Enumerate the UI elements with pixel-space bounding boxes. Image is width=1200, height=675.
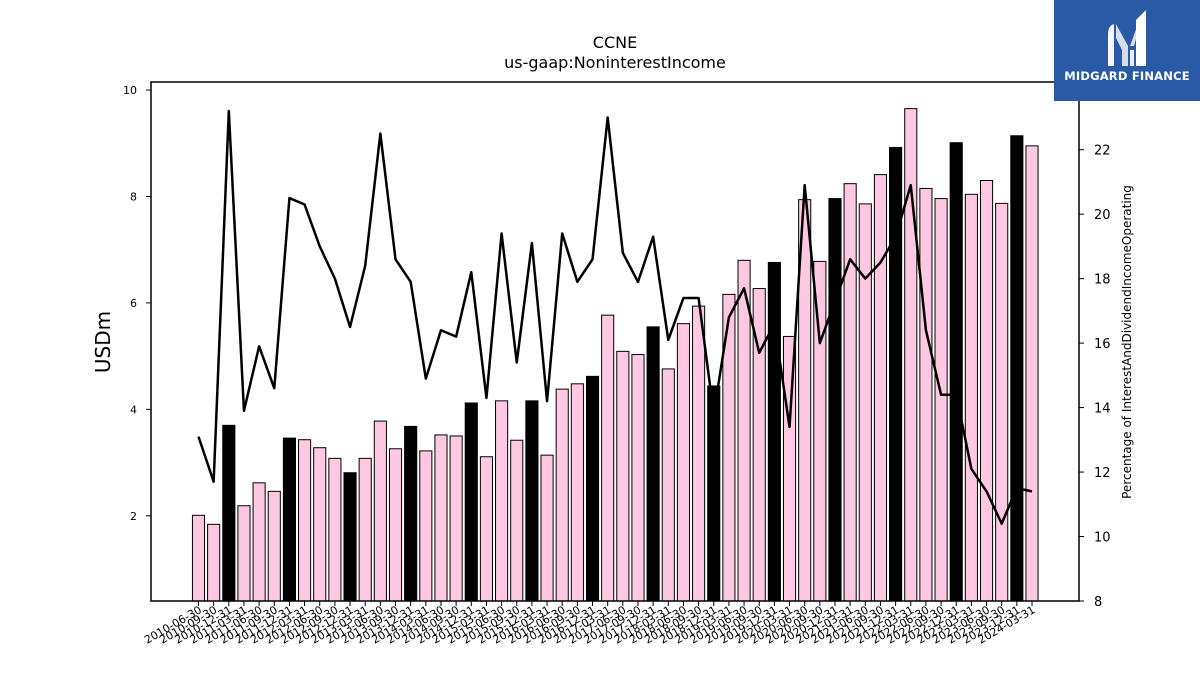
bar (510, 439, 524, 602)
bar (767, 261, 781, 602)
bar (373, 420, 387, 602)
y-axis-label: USDm (91, 311, 115, 373)
plot-frame (150, 81, 1080, 602)
bar (919, 187, 933, 602)
bar (843, 183, 857, 602)
bar (207, 523, 221, 602)
bar (631, 354, 645, 602)
bar (995, 202, 1009, 602)
bar (282, 437, 296, 602)
bar (252, 482, 266, 602)
bar (191, 514, 206, 602)
bar (979, 179, 994, 602)
bar (419, 450, 433, 602)
bar (404, 425, 418, 602)
bar (388, 448, 403, 602)
bar (328, 457, 342, 602)
bar (479, 456, 493, 602)
y2-tick-label: 16 (1094, 337, 1111, 352)
y2-tick-label: 22 (1094, 144, 1111, 159)
bar (343, 472, 357, 602)
bar (692, 305, 706, 602)
bar (873, 174, 888, 602)
chart-title: CCNE (593, 33, 637, 52)
y-tick-label: 10 (123, 84, 137, 97)
bar (964, 193, 978, 602)
y-tick-label: 2 (130, 510, 137, 523)
y-tick-label: 6 (130, 297, 137, 310)
bar (601, 314, 615, 602)
bar (889, 146, 903, 602)
bar (222, 424, 236, 602)
percentage-line (197, 109, 1033, 525)
bar (858, 203, 872, 602)
y2-tick-label: 20 (1094, 208, 1111, 223)
bar (904, 108, 918, 602)
bar (646, 326, 660, 602)
midgard-m-logo-icon (1108, 10, 1146, 66)
bar (813, 260, 827, 602)
axes-layer: 2468108101214161820222010-06-302010-09-3… (123, 81, 1111, 647)
bar (358, 457, 372, 602)
brand-logo: MIDGARD FINANCE (1054, 0, 1200, 101)
y2-tick-label: 10 (1094, 531, 1111, 546)
y2-tick-label: 12 (1094, 466, 1111, 481)
y-tick-label: 4 (130, 403, 137, 416)
bar (585, 375, 600, 602)
bar (555, 388, 569, 602)
bar (616, 350, 630, 602)
y-tick-label: 8 (130, 190, 137, 203)
bar (298, 439, 312, 602)
bar (449, 435, 463, 602)
bar (661, 368, 675, 602)
bar (237, 505, 251, 602)
bar (464, 402, 478, 602)
line-layer (197, 109, 1033, 525)
bar (707, 385, 721, 602)
bar (949, 142, 963, 602)
bar (1025, 145, 1039, 602)
bar (676, 323, 691, 602)
bar (434, 434, 448, 602)
bar (570, 383, 584, 602)
bar (495, 400, 509, 602)
bar (525, 400, 539, 602)
y2-tick-label: 14 (1094, 402, 1111, 417)
chart-subtitle: us-gaap:NoninterestIncome (504, 53, 726, 72)
y2-tick-label: 8 (1094, 595, 1102, 610)
bar (828, 198, 842, 602)
y2-axis-label: Percentage of InterestAndDividendIncomeO… (1120, 185, 1134, 499)
bar (540, 454, 554, 602)
brand-name: MIDGARD FINANCE (1064, 69, 1190, 83)
bar (934, 198, 948, 602)
bar (313, 447, 327, 602)
bar (267, 490, 281, 602)
y2-tick-label: 18 (1094, 273, 1111, 288)
bar (1010, 135, 1024, 602)
